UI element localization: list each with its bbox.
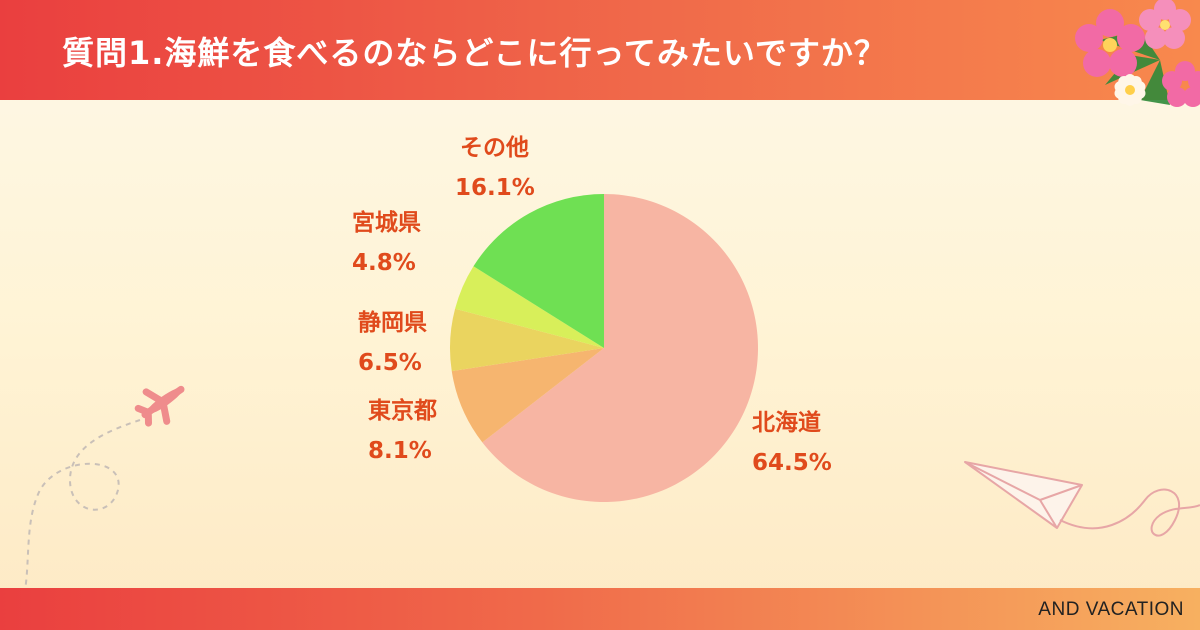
airplane-trail (24, 419, 141, 591)
hibiscus-flowers (1075, 0, 1200, 107)
pie-labels: 北海道 64.5% 東京都 8.1% 静岡県 6.5% 宮城県 4.8% その他… (352, 135, 832, 476)
slice-label-sonota: その他 (460, 135, 529, 161)
slice-value-sonota: 16.1% (455, 175, 535, 201)
header-bar: 質問1.海鮮を食べるのならどこに行ってみたいですか？ (0, 0, 1200, 100)
pie-slice-hokkaido (482, 194, 759, 502)
pie-slice-shizuoka (450, 308, 604, 372)
slice-value-tokyo: 8.1% (368, 438, 432, 464)
pie-slice-tokyo (451, 348, 604, 443)
brand-name: AND VACATION (1038, 599, 1184, 620)
slice-value-shizuoka: 6.5% (358, 350, 422, 376)
slice-value-hokkaido: 64.5% (752, 450, 832, 476)
airplane-icon (134, 385, 185, 427)
slice-label-hokkaido: 北海道 (752, 409, 821, 436)
slice-value-miyagi: 4.8% (352, 250, 416, 276)
pie-slices (450, 194, 759, 502)
page-title: 質問1.海鮮を食べるのならどこに行ってみたいですか？ (62, 34, 887, 72)
paper-plane-icon (964, 461, 1200, 537)
slice-label-shizuoka: 静岡県 (358, 309, 427, 336)
pie-slice-sonota (473, 194, 604, 348)
slice-label-miyagi: 宮城県 (352, 209, 421, 236)
footer-bar: AND VACATION (0, 588, 1200, 630)
pie-slice-miyagi (455, 266, 604, 348)
slice-label-tokyo: 東京都 (368, 397, 437, 424)
